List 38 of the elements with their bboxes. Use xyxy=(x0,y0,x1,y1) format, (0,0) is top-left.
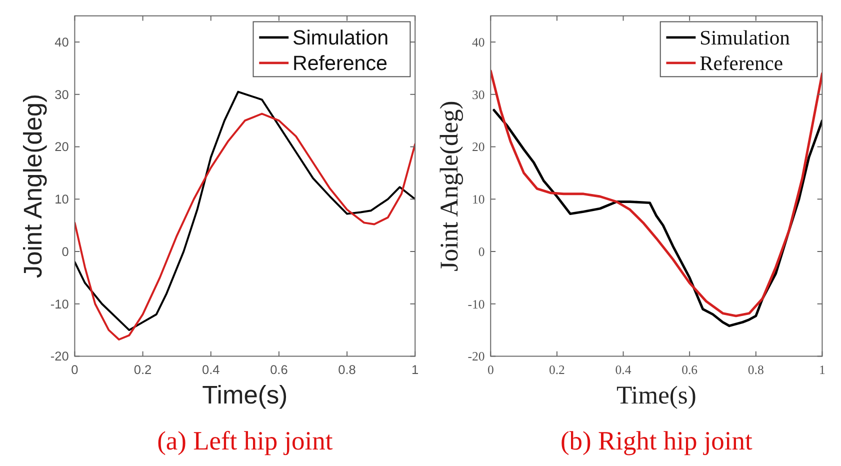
legend-label: Reference xyxy=(700,53,784,76)
line-series xyxy=(492,108,822,328)
x-tick-label: 0.2 xyxy=(548,362,565,377)
x-tick-label: 0.6 xyxy=(682,362,698,377)
y-tick-label: -20 xyxy=(50,348,69,364)
y-tick-label: 30 xyxy=(54,86,69,102)
y-tick-label: 20 xyxy=(54,139,69,154)
y-tick-label: 0 xyxy=(478,244,485,259)
x-tick-label: 0.2 xyxy=(134,362,152,377)
x-tick-label: 0.8 xyxy=(338,362,356,377)
x-axis-title: Time(s) xyxy=(616,380,696,410)
text: (a) Left hip joint xyxy=(157,425,334,456)
x-tick-label: 0 xyxy=(487,362,494,377)
y-tick-label: -20 xyxy=(468,350,485,364)
y-tick-label: 0 xyxy=(62,244,69,259)
legend-label: Simulation xyxy=(700,28,790,50)
y-tick-label: 10 xyxy=(472,192,485,207)
line-series xyxy=(490,70,822,318)
y-tick-label: 10 xyxy=(54,192,69,207)
legend-label: Reference xyxy=(292,52,388,76)
x-axis-title: Time(s) xyxy=(202,381,288,410)
y-axis-title: Joint Angle(deg) xyxy=(19,94,48,278)
y-tick-label: -10 xyxy=(50,296,69,312)
y-axis-title: Joint Angle(deg) xyxy=(434,100,464,272)
x-tick-label: 0 xyxy=(71,362,78,377)
x-tick-label: 1 xyxy=(412,362,419,377)
y-tick-label: 40 xyxy=(54,34,69,50)
y-tick-label: 30 xyxy=(472,88,485,102)
x-tick-label: 0.4 xyxy=(202,362,220,377)
x-tick-label: 0.8 xyxy=(748,362,764,377)
legend-label: Simulation xyxy=(292,26,389,50)
y-tick-label: -10 xyxy=(468,297,485,312)
y-tick-label: 20 xyxy=(472,140,485,154)
text: (b) Right hip joint xyxy=(560,425,754,456)
x-tick-label: 1 xyxy=(819,362,826,377)
x-tick-label: 0.6 xyxy=(270,362,288,377)
x-tick-label: 0.4 xyxy=(615,362,632,377)
y-tick-label: 40 xyxy=(472,35,485,50)
